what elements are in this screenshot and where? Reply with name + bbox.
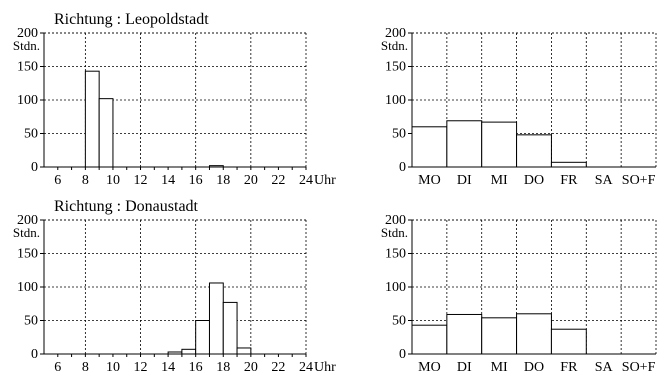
x-tick-label: 6 bbox=[54, 360, 61, 374]
bar-do bbox=[516, 313, 552, 355]
bar-di bbox=[446, 313, 483, 355]
y-tick-label: 0 bbox=[31, 160, 38, 175]
y-tick-label: 100 bbox=[17, 280, 38, 295]
y-tick-label: 50 bbox=[24, 127, 38, 142]
x-tick-label: MI bbox=[491, 173, 508, 188]
x-tick-label: SO+F bbox=[622, 173, 656, 188]
y-tick-label: 200 bbox=[17, 213, 38, 228]
chart-panel-1: 200 150 100 50 0 Stdn. 6 8 10 12 14 16 18 20 22 24 Uhr Ri… bbox=[13, 11, 336, 188]
bar-fr bbox=[550, 328, 587, 355]
x-tick-label: DO bbox=[524, 360, 544, 374]
x-tick-label: 22 bbox=[271, 173, 285, 188]
x-tick-label: 12 bbox=[134, 360, 148, 374]
bar-mo bbox=[411, 324, 448, 355]
y-tick-label: 100 bbox=[17, 93, 38, 108]
x-tick-label: 18 bbox=[216, 173, 230, 188]
y-tick-label: 150 bbox=[385, 60, 406, 75]
bar-do bbox=[516, 134, 552, 168]
bar-fr bbox=[550, 161, 587, 168]
y-tick-label: 150 bbox=[385, 247, 406, 262]
y-tick-label: 50 bbox=[24, 314, 38, 329]
x-tick-label: 12 bbox=[134, 173, 148, 188]
x-tick-label: 16 bbox=[189, 360, 203, 374]
chart-panel-4: 200 150 100 50 0 Stdn. MO DI MI DO FR SA SO+F bbox=[381, 213, 657, 374]
y-tick-label: 0 bbox=[399, 347, 406, 362]
x-tick-label: 8 bbox=[82, 173, 89, 188]
x-tick-label: 18 bbox=[216, 360, 230, 374]
y-tick-label: 150 bbox=[17, 60, 38, 75]
y-tick-label: 0 bbox=[31, 347, 38, 362]
bar-mi bbox=[481, 317, 518, 355]
x-tick-label: FR bbox=[560, 360, 578, 374]
bar-hour-9 bbox=[98, 98, 114, 168]
bar-hour-15 bbox=[181, 348, 197, 355]
x-tick-label: 14 bbox=[161, 360, 175, 374]
bar-mo bbox=[411, 126, 448, 168]
chart-panel-3: 200 150 100 50 0 Stdn. 6 8 10 12 14 16 18 20 22 24 Uhr Ri… bbox=[13, 198, 336, 374]
x-tick-label: DI bbox=[457, 360, 472, 374]
y-tick-label: 100 bbox=[385, 93, 406, 108]
x-axis-label: Uhr bbox=[314, 360, 336, 374]
bar-di bbox=[446, 120, 483, 168]
y-tick-label: 200 bbox=[385, 213, 406, 228]
bar-hour-19 bbox=[236, 347, 252, 355]
y-tick-label: 0 bbox=[399, 160, 406, 175]
x-tick-label: 6 bbox=[54, 173, 61, 188]
y-axis-label: Stdn. bbox=[13, 38, 40, 53]
x-tick-label: 10 bbox=[106, 360, 120, 374]
x-axis-label: Uhr bbox=[314, 173, 336, 188]
y-axis-label: Stdn. bbox=[13, 225, 40, 240]
y-tick-label: 200 bbox=[17, 26, 38, 41]
x-tick-label: 14 bbox=[161, 173, 175, 188]
bar-hour-18 bbox=[222, 301, 238, 355]
y-tick-label: 100 bbox=[385, 280, 406, 295]
y-tick-label: 50 bbox=[392, 314, 406, 329]
y-tick-label: 50 bbox=[392, 127, 406, 142]
y-tick-label: 200 bbox=[385, 26, 406, 41]
x-tick-label: DO bbox=[524, 173, 544, 188]
y-tick-label: 150 bbox=[17, 247, 38, 262]
x-tick-label: 10 bbox=[106, 173, 120, 188]
bar-mi bbox=[481, 121, 518, 168]
x-tick-label: DI bbox=[457, 173, 472, 188]
x-tick-label: 24 bbox=[299, 173, 313, 188]
y-axis-label: Stdn. bbox=[381, 38, 408, 53]
y-axis-label: Stdn. bbox=[381, 225, 408, 240]
x-tick-label: SA bbox=[595, 173, 614, 188]
chart-title: Richtung : Donaustadt bbox=[54, 198, 199, 215]
chart-panel-2: 200 150 100 50 0 Stdn. MO DI MI DO FR SA SO+F bbox=[381, 26, 657, 188]
bar-hour-8 bbox=[84, 70, 100, 168]
bar-hour-17 bbox=[208, 282, 224, 355]
x-tick-label: SO+F bbox=[622, 360, 656, 374]
x-tick-label: 16 bbox=[189, 173, 203, 188]
chart-title: Richtung : Leopoldstadt bbox=[54, 11, 209, 28]
x-tick-label: 20 bbox=[244, 360, 258, 374]
x-tick-label: FR bbox=[560, 173, 578, 188]
x-tick-label: 20 bbox=[244, 173, 258, 188]
x-tick-label: 8 bbox=[82, 360, 89, 374]
x-tick-label: 22 bbox=[271, 360, 285, 374]
x-tick-label: MO bbox=[418, 360, 441, 374]
x-tick-label: MI bbox=[491, 360, 508, 374]
x-tick-label: 24 bbox=[299, 360, 313, 374]
x-tick-label: SA bbox=[595, 360, 614, 374]
x-tick-label: MO bbox=[418, 173, 441, 188]
bar-hour-16 bbox=[195, 320, 210, 355]
